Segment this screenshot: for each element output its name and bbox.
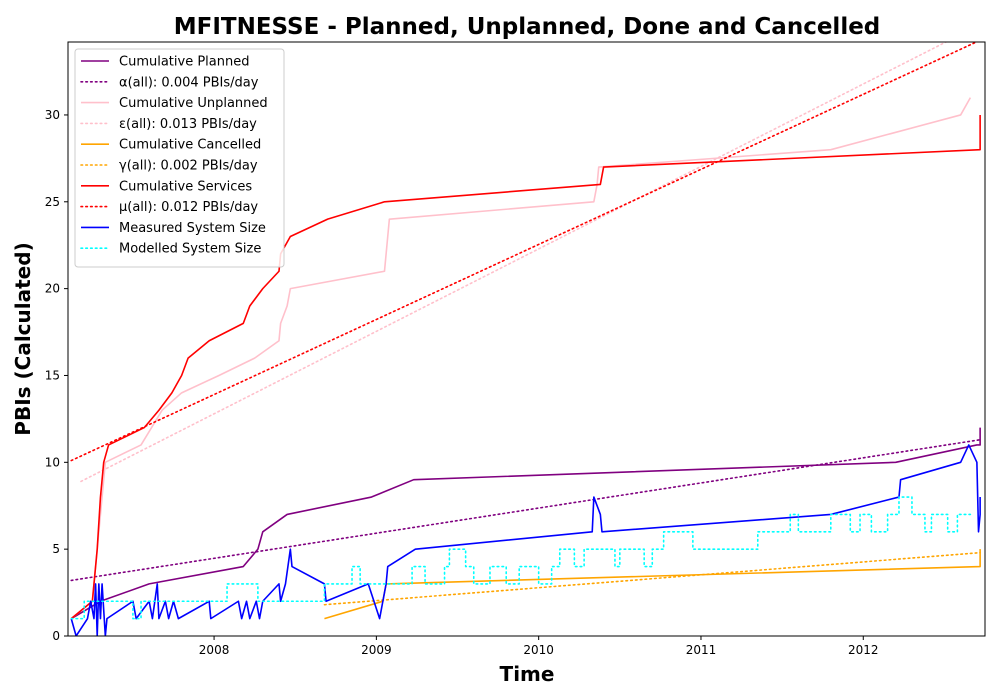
chart-title: MFITNESSE - Planned, Unplanned, Done and… — [174, 14, 881, 40]
x-axis-label: Time — [500, 662, 555, 686]
x-tick-label-0: 2008 — [199, 643, 230, 657]
series-line-3 — [80, 42, 948, 483]
series-line-8 — [70, 444, 981, 636]
legend-label-0: Cumulative Planned — [119, 55, 249, 70]
x-tick-label-1: 2009 — [361, 643, 392, 657]
x-tick-label-3: 2011 — [686, 643, 717, 657]
series-layer — [70, 42, 981, 636]
series-line-2 — [70, 97, 972, 620]
legend-label-2: Cumulative Unplanned — [119, 96, 268, 111]
ticks-layer: 2008 2009 2010 2011 2012 0 5 10 15 20 25 30 — [45, 108, 879, 657]
y-tick-label-1: 5 — [52, 542, 60, 556]
legend-label-7: μ(all): 0.012 PBIs/day — [119, 200, 258, 215]
legend-label-4: Cumulative Cancelled — [119, 138, 261, 153]
legend-label-3: ε(all): 0.013 PBIs/day — [119, 117, 257, 132]
y-tick-label-4: 20 — [45, 282, 60, 296]
plot-frame — [67, 41, 986, 637]
series-line-6 — [70, 114, 981, 620]
y-tick-label-3: 15 — [45, 368, 60, 382]
series-line-1 — [70, 438, 981, 582]
legend-label-9: Modelled System Size — [119, 242, 261, 257]
legend-label-8: Measured System Size — [119, 221, 266, 236]
x-tick-label-4: 2012 — [848, 643, 879, 657]
x-tick-label-2: 2010 — [523, 643, 554, 657]
y-tick-label-2: 10 — [45, 455, 60, 469]
legend-label-6: Cumulative Services — [119, 179, 252, 194]
legend-box — [74, 48, 285, 268]
series-line-5 — [323, 551, 981, 606]
y-axis-label: PBIs (Calculated) — [11, 242, 35, 435]
y-tick-label-0: 0 — [52, 629, 60, 643]
series-line-9 — [70, 496, 972, 620]
series-line-0 — [70, 427, 981, 620]
series-line-7 — [70, 42, 979, 462]
y-tick-label-5: 25 — [45, 195, 60, 209]
legend-label-5: γ(all): 0.002 PBIs/day — [119, 159, 258, 174]
y-tick-label-6: 30 — [45, 108, 60, 122]
legend: Cumulative Planned α(all): 0.004 PBIs/day… — [74, 48, 285, 268]
legend-label-1: α(all): 0.004 PBIs/day — [119, 75, 259, 90]
